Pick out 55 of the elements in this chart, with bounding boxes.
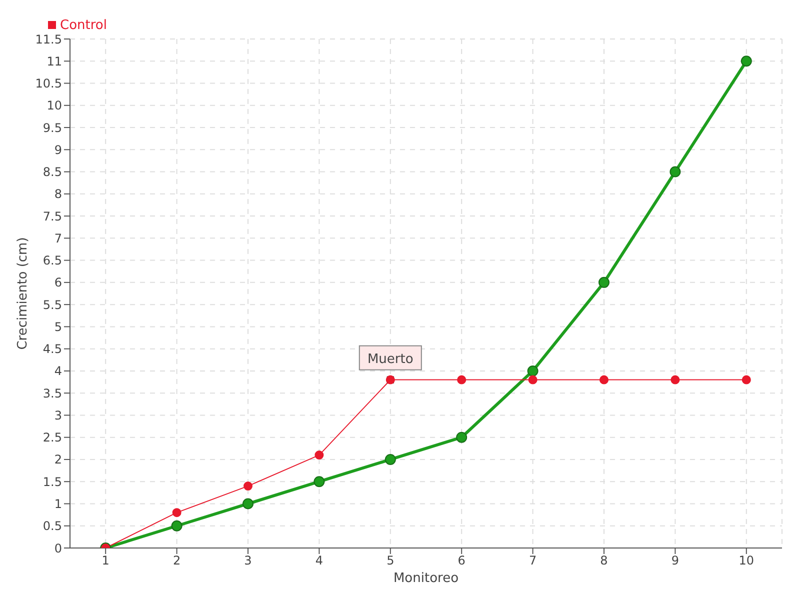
x-tick-label: 7 [528,554,537,568]
x-tick-label: 5 [386,554,394,568]
y-tick-label: 3.5 [42,386,62,400]
x-tick-label: 1 [102,554,110,568]
y-tick-label: 7 [54,231,62,246]
point [740,56,752,67]
x-tick-label: 4 [315,554,324,568]
y-tick-label: 2.5 [42,430,62,445]
point [528,375,538,384]
y-tick-label: 11.5 [35,32,62,46]
point [742,375,751,384]
y-tick-label: 10 [46,98,62,113]
point [244,482,252,491]
y-tick-label: 0 [54,541,62,556]
x-tick-label: 6 [458,554,466,568]
y-tick-label: 5 [54,320,62,334]
y-tick-label: 3 [54,408,62,422]
x-tick-label: 3 [244,554,252,568]
y-tick-label: 9.5 [42,120,62,135]
y-axis-title: Crecimiento (cm) [16,237,31,350]
y-tick-label: 6 [54,276,62,290]
annotation: Muerto [367,352,414,367]
x-tick-label: 2 [172,554,181,568]
point [314,450,324,460]
y-tick-label: 8.5 [42,165,62,180]
y-tick-label: 7.5 [42,209,62,224]
point [600,375,608,384]
y-tick-label: 11 [46,54,62,68]
y-tick-label: 1 [54,497,62,511]
y-tick-label: 4 [54,364,62,378]
point [527,365,538,376]
point [457,375,466,384]
x-tick-label: 9 [671,554,680,568]
y-tick-label: 1.5 [42,474,62,489]
y-tick-label: 2 [54,452,62,467]
x-axis-title: Monitoreo [393,571,459,586]
point [670,166,681,178]
point [456,432,468,443]
y-tick-label: 8 [54,187,62,202]
point [172,508,182,518]
y-tick-label: 6.5 [42,254,62,268]
x-tick-label: 8 [600,554,608,568]
y-tick-label: 0.5 [42,519,62,534]
y-tick-label: 9 [54,142,62,157]
y-tick-label: 5.5 [42,298,62,312]
point [171,520,182,532]
point [242,498,254,510]
legend-label: Control [60,18,107,33]
point [384,454,396,465]
y-tick-label: 4.5 [42,342,62,356]
point [598,276,610,288]
x-tick-label: 10 [738,554,754,568]
y-tick-label: 10.5 [35,76,62,91]
point [314,476,325,488]
point [670,375,680,384]
